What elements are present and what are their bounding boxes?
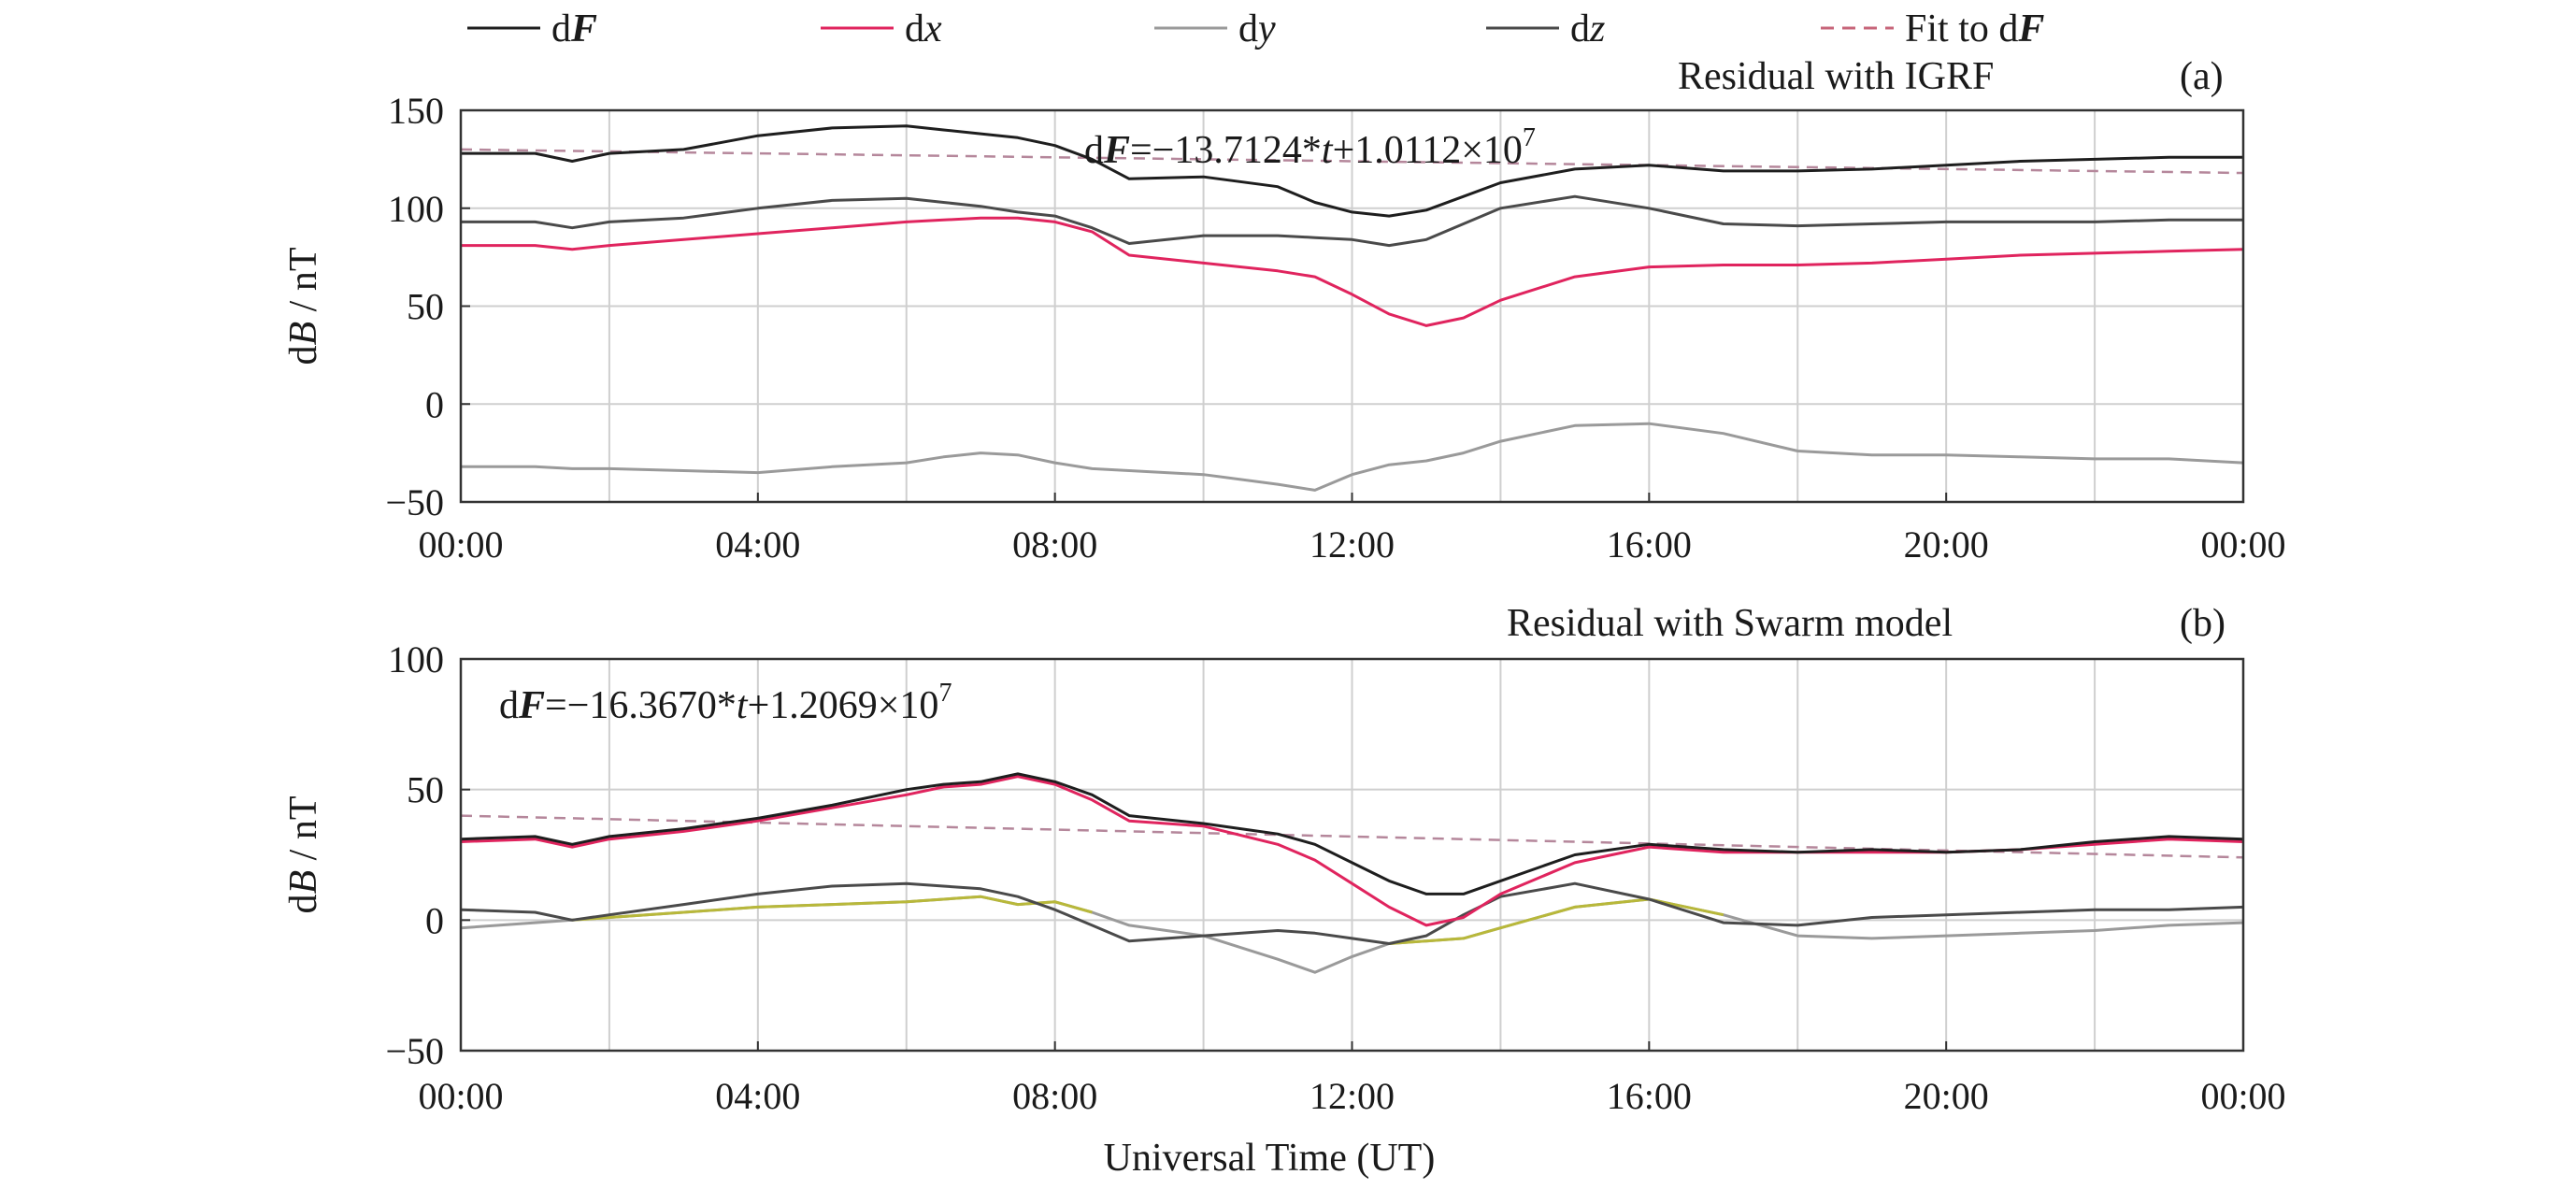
x-tick-label: 08:00 (1012, 523, 1097, 566)
fit-equation: dF=−13.7124*t+1.0112×107 (1084, 123, 1536, 172)
y-tick-label: −50 (385, 1030, 444, 1072)
x-tick-label: 16:00 (1607, 1075, 1692, 1117)
y-tick-label: 50 (407, 286, 444, 328)
series-dx (461, 216, 2244, 327)
y-tick-label: 100 (388, 638, 444, 680)
x-axis-label: Universal Time (UT) (1104, 1137, 1436, 1180)
fit-equation: dF=−16.3670*t+1.2069×107 (499, 679, 952, 727)
series-dy (461, 422, 2244, 492)
fit-line (460, 814, 2244, 859)
x-tick-label: 00:00 (418, 1075, 503, 1117)
x-tick-label: 20:00 (1904, 1075, 1989, 1117)
x-tick-label: 08:00 (1012, 1075, 1097, 1117)
y-axis-label: dB / nT (282, 248, 325, 365)
y-tick-label: 0 (425, 383, 444, 425)
panel-label: (a) (2180, 55, 2224, 98)
panel-label: (b) (2180, 602, 2225, 645)
legend-label-3: dz (1570, 7, 1605, 50)
panel-title: Residual with IGRF (1678, 55, 1994, 98)
panel-title: Residual with Swarm model (1507, 602, 1953, 645)
x-tick-label: 12:00 (1309, 523, 1395, 566)
x-tick-label: 04:00 (715, 523, 800, 566)
x-tick-label: 20:00 (1904, 523, 1989, 566)
x-tick-label: 00:00 (2200, 523, 2285, 566)
series-dF (460, 772, 2244, 895)
x-tick-label: 16:00 (1607, 523, 1692, 566)
legend-label-2: dy (1238, 7, 1276, 50)
fit-line (460, 148, 2244, 175)
legend-label-0: dF (551, 7, 597, 50)
x-tick-label: 00:00 (2200, 1075, 2285, 1117)
y-axis-label: dB / nT (282, 796, 325, 914)
series-dx (460, 775, 2244, 927)
legend-label-4: Fit to dF (1905, 7, 2044, 50)
series-dF (461, 124, 2243, 218)
y-tick-label: 50 (407, 769, 444, 811)
x-tick-label: 04:00 (715, 1075, 800, 1117)
y-tick-label: −50 (385, 481, 444, 523)
series-dy-highlight-0 (572, 895, 1093, 922)
legend: dF dx dy dz Fit to dF (467, 7, 2044, 50)
x-tick-label: 12:00 (1309, 1075, 1395, 1117)
y-tick-label: 100 (388, 188, 444, 230)
y-tick-label: 0 (425, 899, 444, 941)
series-dz (460, 881, 2244, 945)
legend-label-1: dx (905, 7, 942, 50)
y-tick-label: 150 (388, 90, 444, 132)
x-tick-label: 00:00 (418, 523, 503, 566)
series-dz (461, 194, 2243, 248)
